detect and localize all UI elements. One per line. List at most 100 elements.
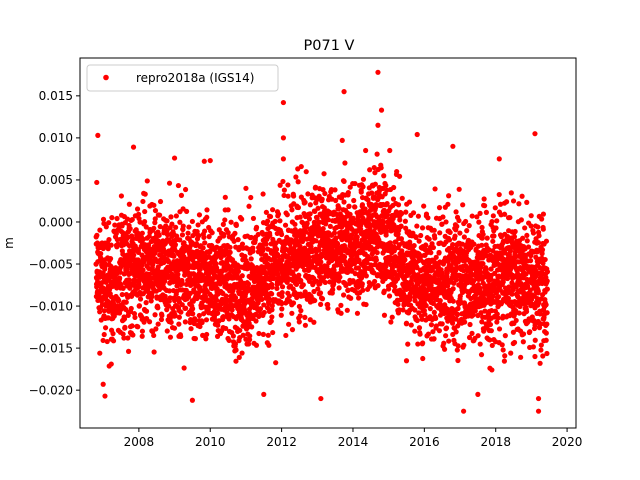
data-point	[428, 322, 435, 328]
data-point	[372, 170, 378, 176]
data-point	[400, 307, 406, 313]
data-point	[316, 247, 322, 253]
data-point	[232, 341, 239, 347]
data-point	[477, 210, 483, 216]
data-point	[453, 316, 459, 322]
data-point	[269, 307, 275, 313]
data-point	[148, 298, 154, 304]
data-point	[123, 299, 129, 305]
data-point	[98, 251, 104, 257]
data-point	[341, 199, 347, 205]
data-point	[480, 231, 486, 238]
data-point	[469, 213, 475, 219]
data-point	[175, 271, 181, 277]
data-point	[147, 271, 153, 277]
data-point	[447, 229, 453, 236]
data-point	[149, 290, 155, 296]
data-point	[289, 327, 296, 333]
data-point	[345, 287, 351, 293]
data-point	[360, 184, 366, 190]
data-point	[136, 303, 143, 309]
data-point	[319, 196, 325, 202]
data-point	[468, 266, 474, 273]
data-point	[441, 340, 447, 346]
data-point	[187, 290, 193, 296]
data-point	[538, 321, 544, 327]
data-point	[462, 319, 468, 325]
y-tick-label: 0.010	[39, 131, 73, 145]
data-point	[544, 350, 550, 357]
data-point	[97, 227, 103, 233]
data-point	[108, 294, 115, 300]
data-point	[384, 201, 390, 207]
y-axis: −0.020 −0.015 −0.010 −0.005 0.000 0.005 0.010 0…	[29, 89, 80, 397]
data-point	[169, 221, 175, 227]
data-point	[135, 249, 142, 256]
data-point	[430, 329, 436, 335]
data-point	[203, 336, 209, 342]
data-point	[201, 158, 207, 164]
data-point	[351, 197, 357, 204]
x-tick-label: 2016	[409, 435, 440, 449]
data-point	[496, 294, 502, 300]
data-point	[544, 286, 550, 292]
data-point	[453, 329, 459, 335]
data-point	[265, 218, 271, 224]
data-point	[360, 176, 367, 182]
data-point	[178, 309, 184, 315]
data-point	[375, 283, 381, 289]
data-point	[166, 303, 172, 309]
data-point	[497, 201, 504, 207]
data-point	[430, 300, 436, 306]
data-point	[135, 211, 142, 217]
data-point	[345, 190, 351, 196]
data-point	[279, 290, 285, 296]
data-point	[235, 237, 241, 243]
data-point	[471, 241, 477, 247]
data-point	[441, 346, 448, 352]
data-point	[490, 213, 496, 219]
data-point	[110, 331, 116, 337]
data-point	[476, 219, 482, 225]
data-point	[483, 209, 489, 215]
data-point	[522, 225, 528, 231]
data-point	[185, 230, 191, 236]
data-point	[381, 288, 387, 294]
data-point	[116, 297, 122, 304]
data-point	[279, 257, 285, 263]
data-point	[437, 230, 443, 236]
data-point	[271, 275, 277, 281]
data-point	[204, 331, 210, 338]
data-point	[537, 360, 543, 366]
y-tick-label: 0.015	[39, 89, 73, 103]
data-point	[532, 337, 538, 343]
data-point	[280, 135, 286, 141]
data-point	[141, 219, 148, 225]
data-point	[383, 182, 389, 189]
data-point	[192, 336, 198, 342]
data-point	[144, 178, 150, 184]
data-point	[240, 332, 246, 338]
data-point	[215, 322, 221, 328]
data-point	[221, 231, 227, 238]
data-point	[315, 224, 321, 230]
data-point	[152, 216, 158, 222]
data-point	[228, 219, 234, 225]
data-point	[279, 293, 285, 300]
data-point	[315, 205, 321, 211]
data-point	[337, 274, 343, 280]
data-point	[536, 233, 542, 239]
data-point	[190, 306, 196, 312]
data-point	[390, 196, 397, 202]
data-point	[196, 312, 202, 319]
data-point	[202, 228, 208, 234]
data-point	[454, 347, 460, 353]
data-point	[316, 219, 323, 225]
data-point	[414, 317, 420, 324]
data-point	[366, 283, 373, 290]
data-point	[508, 190, 514, 196]
data-point	[479, 224, 485, 231]
data-point	[183, 305, 189, 311]
data-point	[494, 218, 500, 224]
data-point	[253, 224, 260, 230]
